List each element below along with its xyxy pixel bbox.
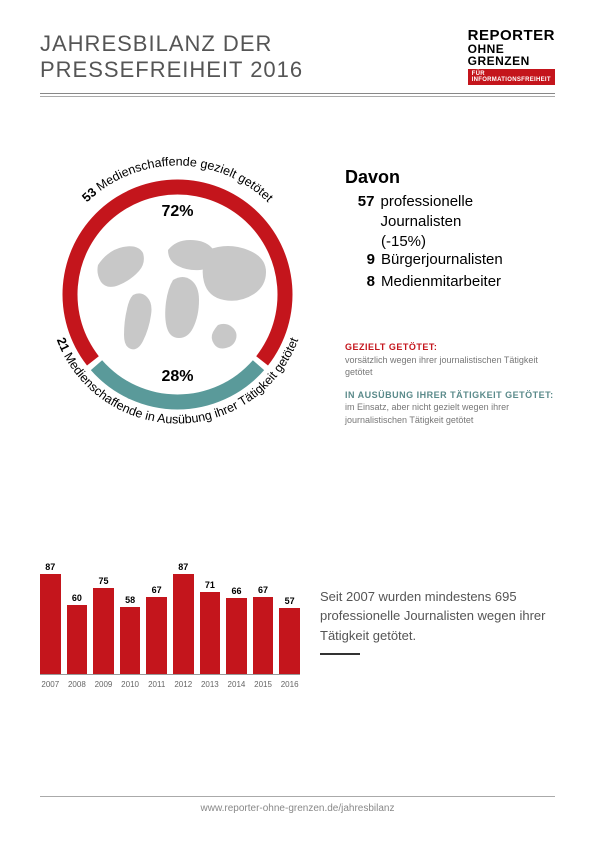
bar	[226, 598, 247, 674]
bar-column: 67	[253, 585, 274, 674]
breakdown-text: professionelle Journalisten	[380, 192, 555, 231]
def2-title: IN AUSÜBUNG IHRER TÄTIGKEIT GETÖTET:	[345, 389, 555, 402]
bar-column: 75	[93, 576, 114, 674]
org-logo: REPORTER OHNE GRENZEN FÜR INFORMATIONSFR…	[468, 28, 555, 85]
bar-value: 71	[205, 580, 215, 590]
bar-value: 87	[178, 562, 188, 572]
rule-thick	[40, 93, 555, 94]
donut-pct-bottom: 28%	[40, 368, 315, 386]
bar-value: 87	[45, 562, 55, 572]
breakdown-title: Davon	[345, 167, 555, 188]
bar-chart: 87 60 75 58 67 87 71 66 67 57	[40, 545, 300, 675]
bar-year: 2016	[279, 680, 300, 689]
bar-column: 57	[279, 596, 300, 674]
bar	[200, 592, 221, 674]
breakdown-row: 9 Bürgerjournalisten	[345, 250, 555, 270]
bar-year: 2011	[146, 680, 167, 689]
bar	[120, 607, 141, 674]
bar	[279, 608, 300, 674]
breakdown-sub: (-15%)	[381, 233, 555, 250]
world-map-icon	[78, 195, 277, 394]
definitions: GEZIELT GETÖTET: vorsätzlich wegen ihrer…	[345, 341, 555, 427]
breakdown-text: Bürgerjournalisten	[381, 250, 503, 270]
footer-url: www.reporter-ohne-grenzen.de/jahresbilan…	[201, 803, 395, 814]
bar-year: 2014	[226, 680, 247, 689]
footer-rule	[40, 796, 555, 797]
bar-value: 75	[98, 576, 108, 586]
bar-section: 87607558678771666757 2007200820092010201…	[40, 545, 555, 675]
donut-section: 53 Medienschaffende gezielt getötet21 Me…	[0, 157, 595, 432]
bar-value: 67	[152, 585, 162, 595]
bar-column: 71	[200, 580, 221, 674]
def2-body: im Einsatz, aber nicht gezielt wegen ihr…	[345, 401, 555, 426]
bar-column: 58	[120, 595, 141, 674]
bar-year: 2015	[253, 680, 274, 689]
breakdown-num: 57	[345, 192, 374, 231]
logo-line1: REPORTER	[468, 28, 555, 43]
breakdown-num: 9	[345, 250, 375, 270]
donut-pct-top: 72%	[40, 203, 315, 221]
bar-value: 58	[125, 595, 135, 605]
bar-year-labels: 2007 2008 2009 2010 2011 2012 2013 2014 2015 2016	[40, 680, 300, 689]
bar	[146, 597, 167, 674]
caption-divider	[320, 653, 360, 655]
bar-caption-block: Seit 2007 wurden mindestens 695 professi…	[320, 587, 555, 676]
logo-sub: FÜR INFORMATIONSFREIHEIT	[468, 69, 555, 85]
breakdown-row: 8 Medienmitarbeiter	[345, 272, 555, 292]
breakdown-num: 8	[345, 272, 375, 292]
bar-value: 60	[72, 593, 82, 603]
bar-column: 87	[40, 562, 61, 674]
breakdown-panel: Davon 57professionelle Journalisten (-15%…	[345, 157, 555, 432]
bar	[67, 605, 88, 674]
header-rules	[0, 93, 595, 97]
bar	[173, 574, 194, 674]
bar-column: 67	[146, 585, 167, 674]
bar-year: 2012	[173, 680, 194, 689]
bar	[253, 597, 274, 674]
breakdown-row: 57professionelle Journalisten	[345, 192, 555, 231]
bar-column: 87	[173, 562, 194, 674]
bar-year: 2009	[93, 680, 114, 689]
rule-thin	[40, 96, 555, 97]
logo-line2: OHNE GRENZEN	[468, 43, 555, 67]
bar-column: 66	[226, 586, 247, 674]
bar-value: 57	[285, 596, 295, 606]
bar-year: 2013	[200, 680, 221, 689]
bar-year: 2008	[67, 680, 88, 689]
bar-column: 60	[67, 593, 88, 674]
bar-year: 2010	[120, 680, 141, 689]
header: JAHRESBILANZ DER PRESSEFREIHEIT 2016 REP…	[0, 0, 595, 93]
bar	[93, 588, 114, 674]
bar-caption: Seit 2007 wurden mindestens 695 professi…	[320, 589, 545, 643]
page-title: JAHRESBILANZ DER PRESSEFREIHEIT 2016	[40, 31, 468, 83]
def1-body: vorsätzlich wegen ihrer journalistischen…	[345, 354, 555, 379]
bar	[40, 574, 61, 674]
bar-value: 67	[258, 585, 268, 595]
breakdown-text: Medienmitarbeiter	[381, 272, 501, 292]
bar-year: 2007	[40, 680, 61, 689]
donut-chart: 53 Medienschaffende gezielt getötet21 Me…	[40, 157, 315, 432]
footer: www.reporter-ohne-grenzen.de/jahresbilan…	[40, 796, 555, 814]
bar-value: 66	[231, 586, 241, 596]
def1-title: GEZIELT GETÖTET:	[345, 341, 555, 354]
